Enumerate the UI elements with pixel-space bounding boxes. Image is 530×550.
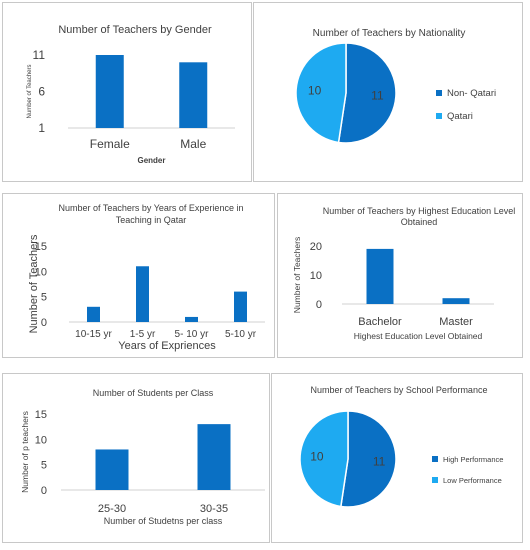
x-axis-label: Number of Studetns per class <box>104 516 223 526</box>
y-tick-label: 10 <box>35 434 47 446</box>
y-tick-label: 5 <box>41 460 47 472</box>
bar-10-15-yr <box>87 306 100 322</box>
chart-panel-gender: Number of Teachers by Gender 1 6 11 Female Ma… <box>2 2 252 182</box>
chart-panel-performance: Number of Teachers by School Performance… <box>271 373 523 543</box>
x-tick-label: Male <box>180 137 206 151</box>
chart-students: Number of Students per Class 0 5 10 15 25-30 3… <box>20 388 265 526</box>
chart-gender: Number of Teachers by Gender 1 6 11 Female Ma… <box>27 24 235 165</box>
pie-slice-non-qatari <box>337 42 397 144</box>
chart-panel-students: Number of Students per Class 0 5 10 15 25-30 3… <box>2 373 270 543</box>
x-axis-label: Highest Education Level Obtained <box>354 331 483 341</box>
y-tick-label: 1 <box>38 121 45 135</box>
chart-title: Number of Teachers by Nationality <box>313 28 466 39</box>
x-tick-label: 10-15 yr <box>75 329 112 340</box>
x-axis-label: Years of Expriences <box>118 340 216 352</box>
legend-label: High Performance <box>443 455 503 464</box>
pie-data-label: 10 <box>310 450 324 464</box>
pie-slice-high-performance <box>339 410 397 508</box>
x-tick-label: 5-10 yr <box>225 329 257 340</box>
legend-label: Low Performance <box>443 476 502 485</box>
x-tick-label: Master <box>439 316 473 328</box>
y-tick-label: 11 <box>33 48 46 62</box>
legend-swatch <box>436 113 442 119</box>
bar-master <box>442 298 470 304</box>
chart-title: Teaching in Qatar <box>116 215 187 225</box>
bar-30-35 <box>197 424 231 490</box>
bar-5-10-yr <box>185 316 198 322</box>
chart-panel-experience: Number of Teachers by Years of Experienc… <box>2 193 275 358</box>
chart-title: Obtained <box>401 217 438 227</box>
bar-1-5-yr <box>136 266 149 322</box>
y-tick-label: 5 <box>41 292 47 304</box>
x-tick-label: 1-5 yr <box>130 329 156 340</box>
y-tick-label: 0 <box>41 317 47 329</box>
chart-performance: Number of Teachers by School Performance… <box>299 385 503 508</box>
y-tick-label: 6 <box>38 85 45 99</box>
chart-title: Number of Teachers by Years of Experienc… <box>59 203 244 213</box>
x-axis-label: Gender <box>137 156 165 165</box>
x-tick-label: 25-30 <box>98 503 126 515</box>
y-axis-label: Number of Teachers <box>28 234 40 333</box>
bar-female <box>95 55 124 128</box>
y-axis-label: Number of p teachers <box>20 411 30 493</box>
legend-swatch <box>436 90 442 96</box>
pie-data-label: 10 <box>308 84 322 98</box>
chart-experience: Number of Teachers by Years of Experienc… <box>28 203 265 352</box>
x-tick-label: 30-35 <box>200 503 228 515</box>
bar-male <box>179 62 208 128</box>
chart-title: Number of Teachers by School Performance <box>311 385 488 395</box>
chart-panel-education: Number of Teachers by Highest Education … <box>277 193 523 358</box>
y-tick-label: 10 <box>35 266 47 278</box>
y-tick-label: 20 <box>310 241 322 253</box>
y-tick-label: 0 <box>316 299 322 311</box>
y-tick-label: 15 <box>35 409 47 421</box>
x-tick-label: Bachelor <box>358 316 402 328</box>
y-axis-label: Number of Teachers <box>27 65 33 119</box>
bar-bachelor <box>366 248 394 304</box>
legend-swatch <box>432 456 438 462</box>
chart-nationality: Number of Teachers by Nationality 11 Non- … <box>295 28 496 144</box>
chart-title: Number of Teachers by Gender <box>58 24 212 36</box>
chart-panel-nationality: Number of Teachers by Nationality 11 Non- … <box>253 2 523 182</box>
y-axis-label: Number of Teachers <box>292 237 302 313</box>
legend-label: Non- Qatari <box>447 88 496 99</box>
chart-education: Number of Teachers by Highest Education … <box>292 206 515 341</box>
pie-data-label: 11 <box>373 454 386 468</box>
chart-title: Number of Students per Class <box>93 388 214 398</box>
pie-slice-qatari <box>295 42 347 144</box>
y-tick-label: 0 <box>41 485 47 497</box>
bar-5-10-yr <box>234 291 247 322</box>
legend-label: Qatari <box>447 111 473 122</box>
y-tick-label: 15 <box>35 241 47 253</box>
chart-title: Number of Teachers by Highest Education … <box>323 206 515 216</box>
y-tick-label: 10 <box>310 270 322 282</box>
bar-25-30 <box>95 449 129 490</box>
x-tick-label: 5- 10 yr <box>175 329 210 340</box>
pie-slice-low-performance <box>299 410 349 508</box>
legend-swatch <box>432 477 438 483</box>
pie-data-label: 11 <box>371 88 384 102</box>
x-tick-label: Female <box>90 137 130 151</box>
